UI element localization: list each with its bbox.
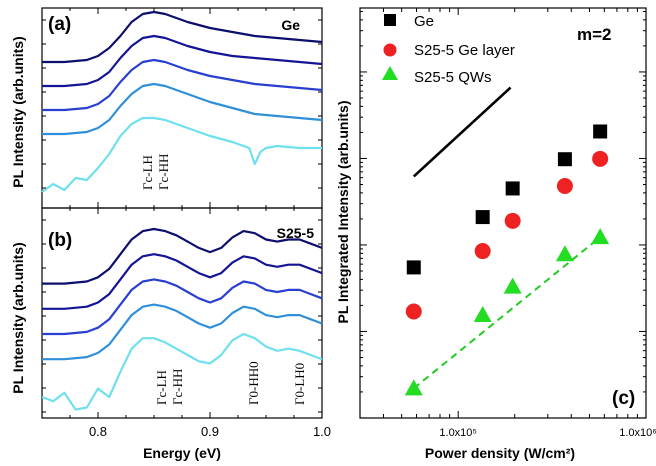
legend-label-qws: S25-5 QWs <box>414 69 492 86</box>
ge-data-point <box>505 181 520 196</box>
panel-a-curves <box>41 10 323 193</box>
qw-fit-line <box>413 236 601 390</box>
panel-b-annotation-lh: Γc-LH <box>154 370 169 405</box>
qws-data-point <box>404 379 423 396</box>
panel-b-y-axis-label: PL Intensity (arb.units) <box>10 242 26 393</box>
energy-tick-label: 0.8 <box>89 424 107 439</box>
panel-b-curve-5 <box>41 332 323 411</box>
ge-data-point <box>557 152 572 167</box>
panel-b-curves <box>41 227 323 411</box>
legend-marker-ge-layer <box>383 43 397 57</box>
panel-c-y-axis-label: PL Integrated Intensity (arb.units) <box>335 101 351 324</box>
legend-marker-qws <box>382 66 398 80</box>
panel-b-curve-1 <box>42 227 323 285</box>
panel-c-frame <box>359 7 647 419</box>
energy-x-axis-label: Energy (eV) <box>143 445 221 461</box>
energy-tick-label: 1.0 <box>313 424 331 439</box>
panel-a-curve-2 <box>42 34 323 88</box>
ge-layer-data-point <box>592 150 609 167</box>
panel-a-annotation-hh: Γc-HH <box>156 154 171 190</box>
legend-label-ge: Ge <box>414 13 434 30</box>
ge-layer-data-point <box>504 212 521 229</box>
panel-b-annotation-hh0: Γ0-HH0 <box>246 361 261 405</box>
panel-a-y-axis-label: PL Intensity (arb.units) <box>10 36 26 187</box>
panel-b-sample-label: S25-5 <box>277 225 315 241</box>
ge-layer-data-point <box>474 243 491 260</box>
panel-c-ticks: 1.0x10⁵ 1.0x10⁶ <box>359 8 656 439</box>
legend-label-ge-layer: S25-5 Ge layer <box>414 42 515 59</box>
panel-a-sample-label: Ge <box>281 17 300 33</box>
panel-a-curve-4 <box>42 82 323 136</box>
ge-layer-data-point <box>556 178 573 195</box>
reference-slope-line <box>412 86 512 178</box>
panel-a-annotation-lh: Γc-LH <box>140 155 155 190</box>
panel-b-annotation-lh0: Γ0-LH0 <box>292 363 307 405</box>
qws-data-point <box>591 228 610 245</box>
panel-ab-ticks: 0.8 0.9 1.0 <box>41 8 331 439</box>
panel-a-curve-1 <box>42 10 323 64</box>
power-tick-label: 1.0x10⁵ <box>439 427 477 439</box>
power-density-x-axis-label: Power density (W/cm²) <box>425 445 575 461</box>
panel-c-lines <box>412 86 601 390</box>
ge-data-point <box>593 124 608 139</box>
ge-data-point <box>475 210 490 225</box>
qws-data-point <box>503 277 522 294</box>
panel-b-curve-4 <box>42 303 323 361</box>
ge-layer-data-point <box>405 303 422 320</box>
energy-tick-label: 0.9 <box>201 424 219 439</box>
panel-c-label: (c) <box>612 388 635 409</box>
panel-a-curve-5 <box>41 116 322 193</box>
panel-b-curve-2 <box>42 253 323 310</box>
panel-b-curve-3 <box>42 278 323 336</box>
legend-marker-ge <box>384 14 396 26</box>
qws-data-point <box>473 305 492 322</box>
reference-slope-label: m=2 <box>577 25 612 44</box>
panel-a-label: (a) <box>48 14 71 35</box>
panel-a-curve-3 <box>42 58 323 112</box>
power-tick-label: 1.0x10⁶ <box>619 427 656 439</box>
ge-data-point <box>406 260 421 275</box>
panel-c-markers <box>404 124 610 396</box>
panel-b-annotation-hh: Γc-HH <box>170 369 185 405</box>
panel-b-label: (b) <box>48 230 72 251</box>
qws-data-point <box>555 245 574 262</box>
